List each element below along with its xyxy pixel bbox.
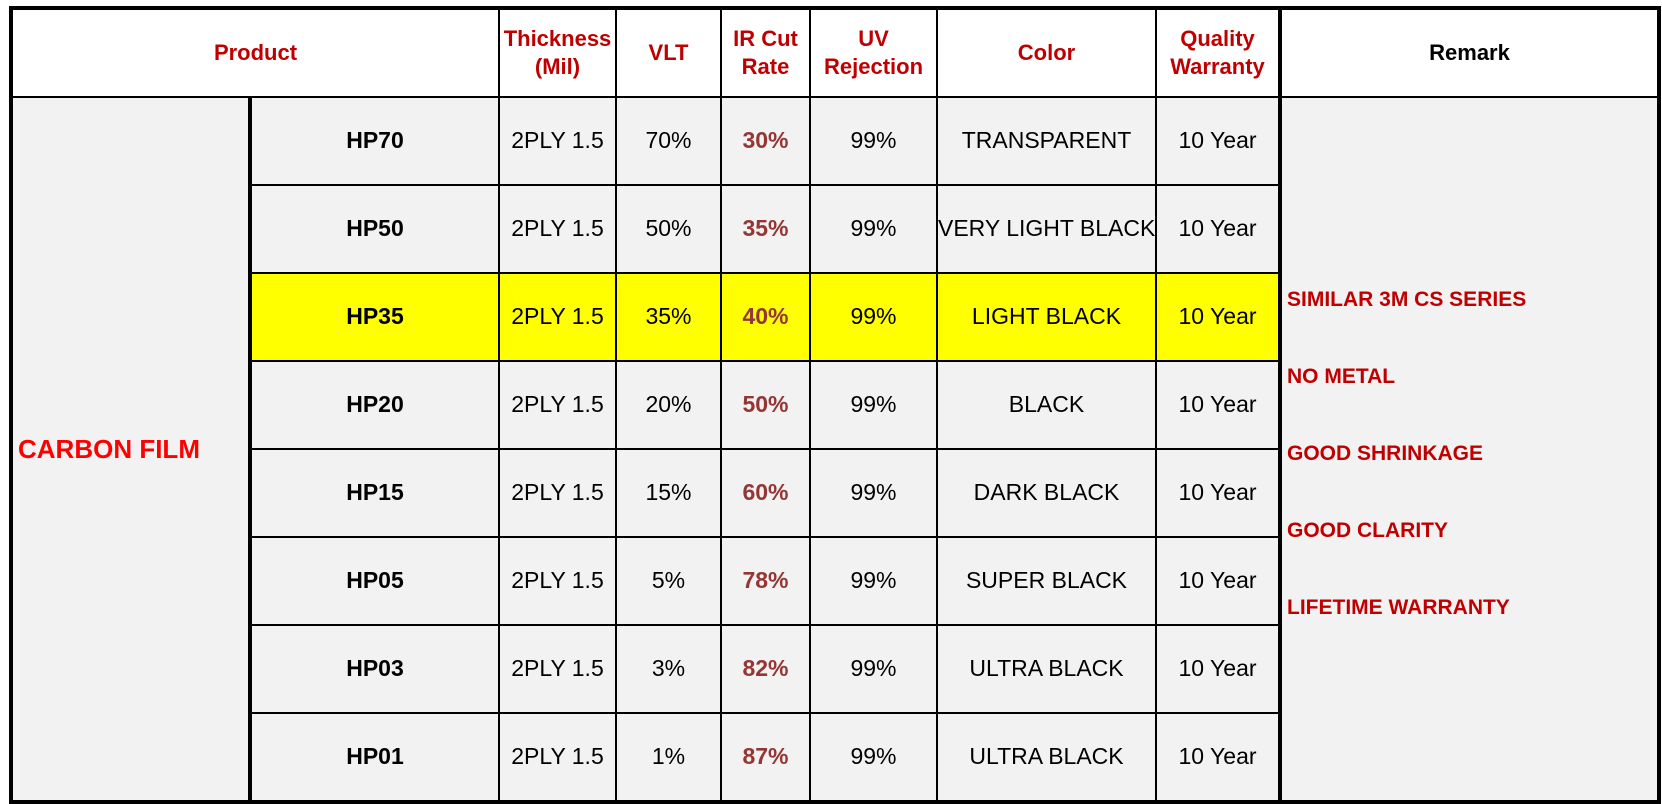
color-cell: DARK BLACK xyxy=(936,447,1157,538)
uv-rejection-cell: 99% xyxy=(809,96,938,186)
color-cell: BLACK xyxy=(936,359,1157,450)
warranty-cell: 10 Year xyxy=(1155,711,1281,804)
color-cell: LIGHT BLACK xyxy=(936,271,1157,362)
ir-cut-rate-cell: 87% xyxy=(720,711,811,804)
table-row: HP03 2PLY 1.5 3% 82% 99% ULTRA BLACK 10 Year xyxy=(11,623,1659,714)
table-row: HP35 2PLY 1.5 35% 40% 99% LIGHT BLACK 10 Year xyxy=(11,271,1659,362)
header-vlt: VLT xyxy=(615,7,722,98)
header-thickness: Thickness (Mil) xyxy=(498,7,617,98)
uv-rejection-cell: 99% xyxy=(809,271,938,362)
remark-line: GOOD CLARITY xyxy=(1287,519,1448,542)
model-cell: HP01 xyxy=(249,711,500,804)
remarks-cell: SIMILAR 3M CS SERIES NO METAL GOOD SHRINKA… xyxy=(1278,96,1660,803)
model-cell: HP03 xyxy=(249,623,500,714)
remark-line xyxy=(1287,646,1657,723)
uv-rejection-cell: 99% xyxy=(809,447,938,538)
uv-rejection-cell: 99% xyxy=(809,711,938,804)
group-label-carbon-film: CARBON FILM xyxy=(10,96,252,803)
warranty-cell: 10 Year xyxy=(1155,623,1281,714)
table-row: HP15 2PLY 1.5 15% 60% 99% DARK BLACK 10 Year xyxy=(11,447,1659,538)
thickness-cell: 2PLY 1.5 xyxy=(498,623,617,714)
header-ir-cut-rate: IR Cut Rate xyxy=(720,7,811,98)
vlt-cell: 5% xyxy=(615,535,722,626)
thickness-cell: 2PLY 1.5 xyxy=(498,535,617,626)
model-cell: HP05 xyxy=(249,535,500,626)
thickness-cell: 2PLY 1.5 xyxy=(498,183,617,274)
ir-cut-rate-cell: 50% xyxy=(720,359,811,450)
warranty-cell: 10 Year xyxy=(1155,96,1281,186)
ir-cut-rate-cell: 40% xyxy=(720,271,811,362)
table-row: CARBON FILM HP70 2PLY 1.5 70% 30% 99% TRANSPAR… xyxy=(10,96,1660,803)
ir-cut-rate-cell: 60% xyxy=(720,447,811,538)
uv-rejection-cell: 99% xyxy=(809,359,938,450)
table-row: HP05 2PLY 1.5 5% 78% 99% SUPER BLACK 10 Year xyxy=(11,535,1659,626)
remark-line: GOOD SHRINKAGE xyxy=(1287,442,1484,465)
warranty-cell: 10 Year xyxy=(1155,535,1281,626)
header-color: Color xyxy=(936,7,1157,98)
header-remark: Remark xyxy=(1278,7,1660,98)
color-cell: ULTRA BLACK xyxy=(936,623,1157,714)
vlt-cell: 35% xyxy=(615,271,722,362)
vlt-cell: 3% xyxy=(615,623,722,714)
warranty-cell: 10 Year xyxy=(1155,271,1281,362)
table-row: HP50 2PLY 1.5 50% 35% 99% VERY LIGHT BLACK 10 … xyxy=(11,183,1659,274)
ir-cut-rate-cell: 35% xyxy=(720,183,811,274)
model-cell: HP20 xyxy=(249,359,500,450)
model-cell: HP35 xyxy=(249,271,500,362)
header-product: Product xyxy=(10,7,500,98)
thickness-cell: 2PLY 1.5 xyxy=(498,447,617,538)
color-cell: TRANSPARENT xyxy=(936,96,1157,186)
color-cell: ULTRA BLACK xyxy=(936,711,1157,804)
uv-rejection-cell: 99% xyxy=(809,623,938,714)
warranty-cell: 10 Year xyxy=(1155,183,1281,274)
ir-cut-rate-cell: 30% xyxy=(720,96,811,186)
uv-rejection-cell: 99% xyxy=(809,535,938,626)
remark-line: NO METAL xyxy=(1287,365,1396,388)
vlt-cell: 50% xyxy=(615,183,722,274)
color-cell: SUPER BLACK xyxy=(936,535,1157,626)
thickness-cell: 2PLY 1.5 xyxy=(498,96,617,186)
product-spec-table: Product Thickness (Mil) VLT IR Cut Rate UV… xyxy=(9,6,1661,804)
thickness-cell: 2PLY 1.5 xyxy=(498,271,617,362)
model-cell: HP15 xyxy=(249,447,500,538)
remark-line: LIFETIME WARRANTY xyxy=(1287,596,1510,619)
header-row: Product Thickness (Mil) VLT IR Cut Rate UV… xyxy=(10,7,1660,98)
thickness-cell: 2PLY 1.5 xyxy=(498,359,617,450)
remark-line xyxy=(1287,723,1657,800)
ir-cut-rate-cell: 78% xyxy=(720,535,811,626)
header-uv-rejection: UV Rejection xyxy=(809,7,938,98)
vlt-cell: 1% xyxy=(615,711,722,804)
warranty-cell: 10 Year xyxy=(1155,447,1281,538)
remark-line: SIMILAR 3M CS SERIES xyxy=(1287,288,1527,311)
uv-rejection-cell: 99% xyxy=(809,183,938,274)
vlt-cell: 70% xyxy=(615,96,722,186)
model-cell: HP50 xyxy=(249,183,500,274)
vlt-cell: 20% xyxy=(615,359,722,450)
vlt-cell: 15% xyxy=(615,447,722,538)
header-quality-warranty: Quality Warranty xyxy=(1155,7,1281,98)
table-row: HP20 2PLY 1.5 20% 50% 99% BLACK 10 Year xyxy=(11,359,1659,450)
thickness-cell: 2PLY 1.5 xyxy=(498,711,617,804)
model-cell: HP70 xyxy=(249,96,500,186)
remark-line xyxy=(1287,184,1657,261)
warranty-cell: 10 Year xyxy=(1155,359,1281,450)
color-cell: VERY LIGHT BLACK xyxy=(936,183,1157,274)
ir-cut-rate-cell: 82% xyxy=(720,623,811,714)
